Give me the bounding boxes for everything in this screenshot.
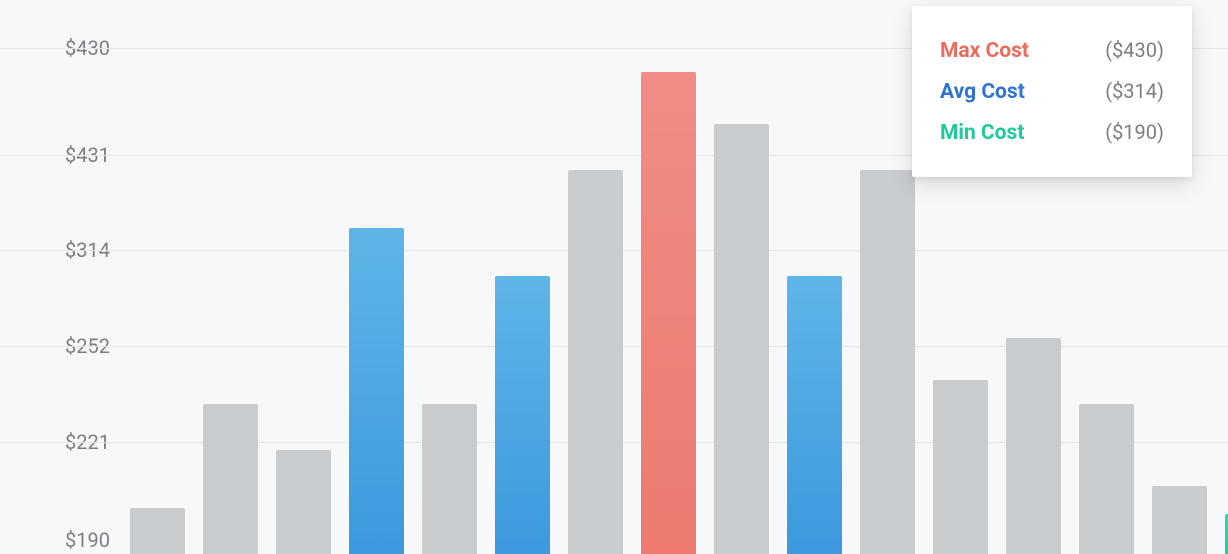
bar xyxy=(787,276,842,554)
bar xyxy=(495,276,550,554)
legend-row-min: Min Cost ($190) xyxy=(940,112,1164,153)
cost-bar-chart: $430 $431 $314 $252 $221 $190 Max Cost (… xyxy=(0,0,1228,554)
legend-label-max: Max Cost xyxy=(940,39,1029,63)
bar xyxy=(933,380,988,554)
legend-value-avg: ($314) xyxy=(1105,79,1164,103)
legend-row-avg: Avg Cost ($314) xyxy=(940,71,1164,112)
bar xyxy=(276,450,331,554)
bar xyxy=(130,508,185,554)
bar xyxy=(422,404,477,554)
y-axis: $430 $431 $314 $252 $221 $190 xyxy=(0,0,120,554)
bar xyxy=(203,404,258,554)
legend-value-max: ($430) xyxy=(1105,38,1164,62)
bar xyxy=(714,124,769,554)
legend-value-min: ($190) xyxy=(1105,120,1164,144)
bar xyxy=(1152,486,1207,554)
y-tick-label: $190 xyxy=(0,528,110,552)
legend-label-min: Min Cost xyxy=(940,121,1024,145)
bar xyxy=(860,170,915,554)
bar xyxy=(641,72,696,554)
bar xyxy=(568,170,623,554)
bar xyxy=(349,228,404,554)
bar xyxy=(1006,338,1061,554)
cost-legend: Max Cost ($430) Avg Cost ($314) Min Cost… xyxy=(912,6,1192,177)
legend-row-max: Max Cost ($430) xyxy=(940,30,1164,71)
bar xyxy=(1079,404,1134,554)
legend-label-avg: Avg Cost xyxy=(940,80,1025,104)
